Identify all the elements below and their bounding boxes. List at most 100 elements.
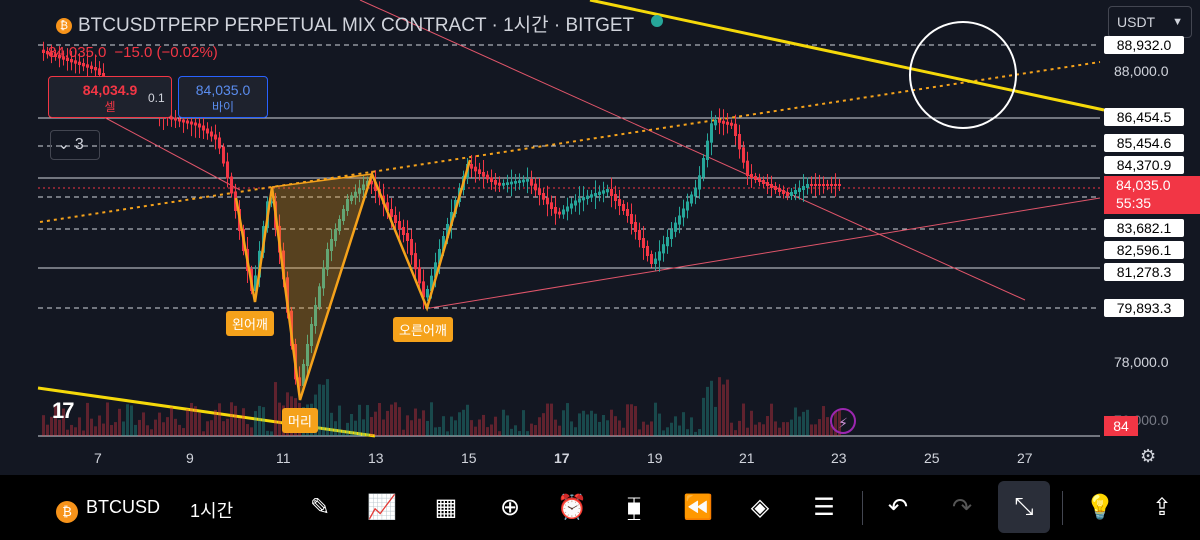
candle-body xyxy=(198,123,201,128)
time-tick: 11 xyxy=(276,450,291,466)
candle-body xyxy=(54,53,57,57)
fullscreen-exit-icon[interactable]: ⤡ xyxy=(998,481,1050,533)
volume-bar xyxy=(626,404,629,436)
candle-body xyxy=(370,180,373,185)
layout-icon[interactable]: ▦ xyxy=(434,494,458,521)
candle-body xyxy=(414,253,417,270)
upper-trend-line xyxy=(589,0,1105,112)
sell-button[interactable]: 84,034.9 셀 xyxy=(48,76,172,118)
candle-body xyxy=(214,134,217,140)
tradingview-logo: 17 xyxy=(52,398,75,423)
volume-bar xyxy=(234,405,237,436)
volume-bar xyxy=(678,425,681,436)
volume-bar xyxy=(142,412,145,436)
redo-icon[interactable]: ↷ xyxy=(951,494,973,521)
replay-icon[interactable]: ⏪ xyxy=(683,494,713,521)
candle-body xyxy=(814,184,817,186)
candle-body xyxy=(410,239,413,256)
volume-tag: 84 xyxy=(1104,416,1138,436)
volume-bar xyxy=(666,427,669,436)
volume-bar xyxy=(826,417,829,436)
chevron-down-icon: ⌄ xyxy=(57,136,71,153)
candle-body xyxy=(90,65,93,69)
price-label-boxed: 81,278.3 xyxy=(1104,263,1184,281)
buy-button[interactable]: 84,035.0 바이 xyxy=(178,76,268,118)
candle-body xyxy=(318,286,321,307)
add-icon[interactable]: ⊕ xyxy=(499,494,521,521)
volume-bar xyxy=(518,431,521,436)
candle-style-icon[interactable]: ⧯ xyxy=(626,494,642,521)
chart-area[interactable]: ₿ BTCUSDTPERP PERPETUAL MIX CONTRACT · 1시… xyxy=(0,0,1200,475)
candle-body xyxy=(682,208,685,218)
symbol-selector[interactable]: ₿ BTCUSD xyxy=(56,497,160,523)
time-tick: 17 xyxy=(554,450,570,466)
candle-body xyxy=(342,209,345,221)
status-dot xyxy=(651,15,663,27)
pen-icon[interactable]: ✎ xyxy=(309,494,331,521)
candle-body xyxy=(310,324,313,346)
volume-bar xyxy=(546,403,549,436)
candle-body xyxy=(830,184,833,186)
candle-body xyxy=(206,128,209,134)
share-icon[interactable]: ⇪ xyxy=(1151,494,1173,521)
volume-bar xyxy=(782,422,785,436)
head-area xyxy=(272,174,372,400)
volume-bar xyxy=(578,413,581,436)
volume-bar xyxy=(474,426,477,436)
volume-bar xyxy=(490,424,493,436)
volume-bar xyxy=(614,416,617,436)
volume-bar xyxy=(766,416,769,436)
candle-body xyxy=(70,59,73,63)
volume-bar xyxy=(494,416,497,436)
volume-bar xyxy=(718,377,721,436)
volume-bar xyxy=(462,409,465,436)
volume-bar xyxy=(266,430,269,436)
candle-body xyxy=(418,267,421,284)
indicators-icon[interactable]: 📈 xyxy=(367,494,397,521)
axis-settings-icon[interactable]: ⚙ xyxy=(1140,446,1157,466)
idea-icon[interactable]: 💡 xyxy=(1085,494,1115,521)
volume-bar xyxy=(230,402,233,436)
currency-select[interactable]: USDT ▼ xyxy=(1108,6,1192,38)
candle-body xyxy=(750,174,753,178)
volume-bar xyxy=(674,416,677,436)
time-tick: 13 xyxy=(368,450,384,466)
chevron-down-icon: ▼ xyxy=(1172,16,1183,28)
timeframe-selector[interactable]: 1시간 xyxy=(190,501,234,521)
candle-body xyxy=(578,198,581,203)
candle-body xyxy=(838,184,841,186)
layers-icon[interactable]: ◈ xyxy=(750,494,770,521)
volume-bar xyxy=(206,421,209,436)
price-label-boxed: 85,454.6 xyxy=(1104,134,1184,152)
candle-body xyxy=(170,116,173,120)
volume-bar xyxy=(194,406,197,436)
volume-bar xyxy=(714,406,717,436)
candle-body xyxy=(766,182,769,186)
candle-body xyxy=(322,267,325,289)
settings-sliders-icon[interactable]: ☰ xyxy=(813,494,835,521)
alert-icon[interactable]: ⏰ xyxy=(557,494,587,521)
volume-bar xyxy=(778,427,781,436)
volume-bar xyxy=(606,420,609,436)
candle-body xyxy=(426,289,429,298)
collapse-indicators-button[interactable]: ⌄ 3 xyxy=(50,130,100,160)
volume-bar xyxy=(586,414,589,436)
volume-bar xyxy=(70,424,73,436)
candle-body xyxy=(486,174,489,180)
volume-bar xyxy=(166,417,169,436)
candle-body xyxy=(546,197,549,205)
candle-body xyxy=(730,122,733,126)
sell-price: 84,034.9 xyxy=(82,82,138,98)
volume-bar xyxy=(386,410,389,436)
candle-body xyxy=(610,189,613,196)
volume-bar xyxy=(550,403,553,436)
candle-body xyxy=(574,200,577,206)
candle-body xyxy=(222,146,225,164)
lightning-icon[interactable]: ⚡ xyxy=(830,408,856,434)
price-chart[interactable] xyxy=(0,0,1200,475)
volume-bar xyxy=(178,424,181,436)
candle-body xyxy=(678,215,681,225)
undo-icon[interactable]: ↶ xyxy=(887,494,909,521)
volume-bar xyxy=(162,422,165,436)
candle-body xyxy=(642,238,645,248)
